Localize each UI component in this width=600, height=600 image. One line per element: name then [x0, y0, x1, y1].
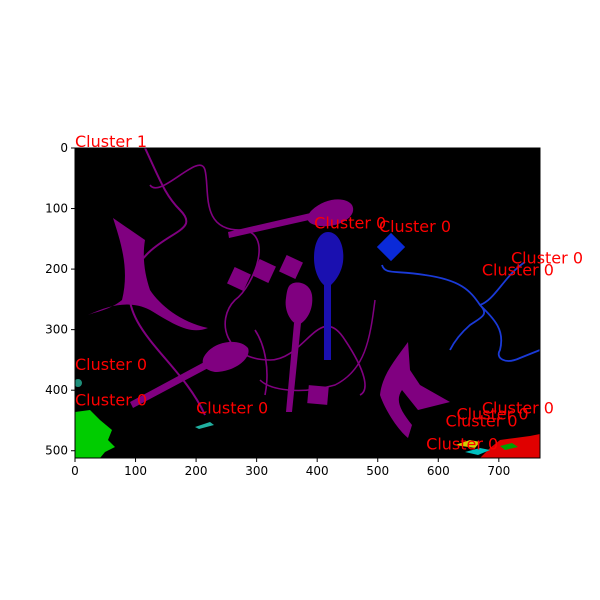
x-tick-label: 100	[124, 464, 147, 478]
cluster-label: Cluster 0	[456, 404, 528, 423]
purple-string-2	[149, 164, 366, 396]
cluster-label: Cluster 0	[379, 217, 451, 236]
image-content	[75, 148, 540, 458]
x-axis: 0 100 200 300 400 500 600 700	[71, 458, 510, 478]
multicolor-fleck-2	[465, 448, 490, 455]
y-tick-label: 500	[45, 444, 68, 458]
cluster-label: Cluster 0	[482, 398, 554, 417]
purple-square-4	[307, 385, 329, 405]
cluster-label: Cluster 0	[75, 391, 147, 410]
y-tick-label: 100	[45, 202, 68, 216]
multicolor-fleck-1	[455, 440, 480, 448]
teal-dot	[75, 379, 82, 387]
green-cluster	[75, 410, 115, 458]
x-tick-label: 400	[306, 464, 329, 478]
x-tick-label: 500	[366, 464, 389, 478]
x-tick-label: 200	[185, 464, 208, 478]
y-tick-label: 300	[45, 323, 68, 337]
purple-spoon-bowl-left	[202, 341, 249, 372]
purple-square-3	[279, 255, 303, 279]
cluster-label: Cluster 0	[482, 260, 554, 279]
cluster-label: Cluster 0	[75, 355, 147, 374]
purple-spoon-bowl-center	[285, 282, 313, 325]
teal-fleck	[195, 422, 214, 429]
blue-string	[381, 261, 540, 362]
purple-string-4	[259, 299, 376, 392]
cluster-label: Cluster 0	[511, 248, 583, 267]
y-tick-label: 0	[60, 141, 68, 155]
cluster-label: Cluster 1	[75, 132, 147, 151]
purple-spoon-handle-center	[286, 323, 301, 412]
blue-spoon	[314, 232, 344, 360]
cluster-label: Cluster 0	[446, 412, 518, 431]
y-axis: 0 100 200 300 400 500	[45, 141, 75, 458]
purple-square-1	[227, 267, 251, 291]
y-tick-label: 400	[45, 383, 68, 397]
purple-spoon-bowl-top	[307, 199, 354, 227]
x-tick-label: 0	[71, 464, 79, 478]
purple-triangle-shape	[88, 218, 208, 331]
purple-string-1	[127, 148, 206, 416]
y-tick-label: 200	[45, 262, 68, 276]
purple-spoon-handle-left	[130, 360, 212, 408]
cluster-label: Cluster 0	[426, 435, 498, 454]
purple-spoon-handle-top	[228, 212, 318, 238]
purple-square-2	[252, 259, 276, 283]
cluster-label: Cluster 0	[196, 398, 268, 417]
x-tick-label: 300	[245, 464, 268, 478]
x-tick-label: 700	[487, 464, 510, 478]
multicolor-fleck-3	[500, 443, 518, 450]
x-tick-label: 600	[427, 464, 450, 478]
purple-arrow-shape	[380, 342, 450, 438]
axes-frame	[74, 147, 541, 459]
purple-string-3	[254, 329, 268, 396]
cluster-label: Cluster 0	[314, 214, 386, 233]
